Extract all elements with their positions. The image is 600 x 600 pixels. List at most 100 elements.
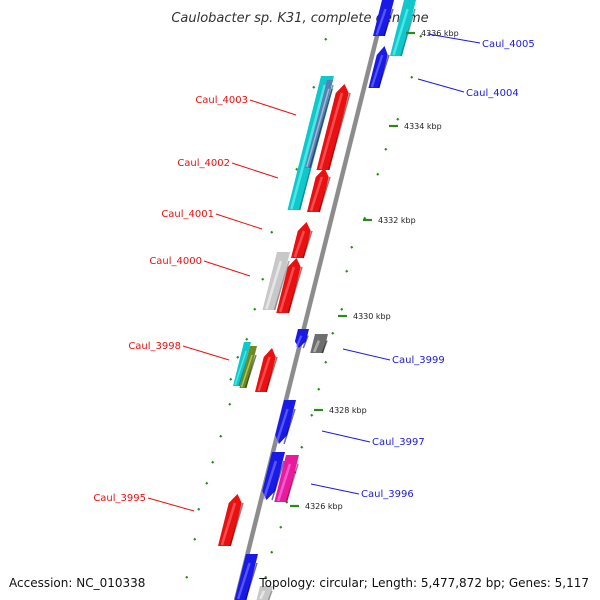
gene-caul-4004[interactable] bbox=[368, 46, 390, 89]
tick-dot bbox=[270, 550, 274, 554]
leader-line bbox=[417, 78, 465, 93]
callout-caul-4005[interactable]: Caul_4005 bbox=[427, 33, 535, 50]
tick-dot bbox=[219, 434, 223, 438]
gene-caul-3996-b[interactable] bbox=[274, 455, 299, 503]
tick-dot bbox=[228, 402, 232, 406]
tick-dot bbox=[193, 537, 197, 541]
tick-dot bbox=[236, 355, 240, 359]
map-title: Caulobacter sp. K31, complete genome bbox=[171, 11, 428, 26]
gene-caul-4002[interactable] bbox=[307, 168, 331, 213]
tick-dot bbox=[376, 172, 380, 176]
gene-callouts: Caul_4005 Caul_4004 Caul_4003 Caul_4002 Caul… bbox=[93, 33, 535, 512]
kbp-ticks: 4336 kbp 4334 kbp 4332 kbp 4330 kbp 4328 kbp… bbox=[290, 29, 459, 511]
leader-line bbox=[342, 348, 391, 361]
callout-caul-4000[interactable]: Caul_4000 bbox=[149, 256, 251, 277]
tick-label: 4326 kbp bbox=[305, 502, 343, 511]
tick-dot bbox=[253, 307, 257, 311]
callout-caul-3997[interactable]: Caul_3997 bbox=[321, 430, 425, 448]
gene-caul-4000-a[interactable] bbox=[262, 252, 291, 311]
gene-caul-3998-b[interactable] bbox=[239, 346, 258, 389]
leader-line bbox=[203, 260, 251, 277]
gene-caul-4003-c[interactable] bbox=[316, 84, 351, 171]
tick-dot bbox=[396, 117, 400, 121]
gene-label: Caul_3996 bbox=[361, 489, 414, 500]
tick-dot bbox=[410, 75, 414, 79]
tick-dot bbox=[324, 360, 328, 364]
callout-caul-3995[interactable]: Caul_3995 bbox=[93, 493, 195, 512]
tick-label: 4330 kbp bbox=[353, 312, 391, 321]
gene-caul-3998-c[interactable] bbox=[255, 348, 278, 393]
gene-caul-4001[interactable] bbox=[291, 222, 313, 259]
gene-features bbox=[218, 0, 416, 600]
tick-label: 4332 kbp bbox=[378, 216, 416, 225]
gene-label: Caul_4002 bbox=[177, 158, 230, 169]
tick-dot bbox=[205, 481, 209, 485]
tick-dot bbox=[363, 216, 367, 220]
tick-dot bbox=[384, 147, 388, 151]
tick-dot bbox=[310, 413, 314, 417]
gene-caul-3999-a[interactable] bbox=[294, 329, 309, 349]
gene-bottom-blue-a[interactable] bbox=[234, 554, 259, 600]
tick-dot bbox=[185, 575, 189, 579]
tick-dot bbox=[245, 337, 249, 341]
gene-label: Caul_4004 bbox=[466, 88, 519, 99]
leader-line bbox=[310, 483, 360, 495]
backbone-line bbox=[233, 0, 389, 600]
gene-caul-3997[interactable] bbox=[275, 400, 296, 445]
genome-summary-text: Topology: circular; Length: 5,477,872 bp… bbox=[259, 576, 589, 590]
tick-label: 4336 kbp bbox=[421, 29, 459, 38]
tick-label: 4328 kbp bbox=[329, 406, 367, 415]
gene-label: Caul_4003 bbox=[195, 95, 248, 106]
gene-caul-3996-a[interactable] bbox=[262, 452, 285, 501]
tick-dot bbox=[300, 445, 304, 449]
gene-label: Caul_3998 bbox=[128, 341, 181, 352]
tick-label: 4334 kbp bbox=[404, 122, 442, 131]
tick-dot bbox=[261, 277, 265, 281]
callout-caul-4004[interactable]: Caul_4004 bbox=[417, 78, 519, 99]
tick-dot bbox=[270, 230, 274, 234]
gene-label: Caul_4001 bbox=[161, 209, 214, 220]
tick-dot bbox=[345, 269, 349, 273]
leader-line bbox=[182, 345, 230, 361]
tick-dot bbox=[229, 377, 233, 381]
leader-line bbox=[321, 430, 371, 443]
leader-line bbox=[147, 497, 195, 512]
gene-caul-3999-b[interactable] bbox=[310, 334, 328, 354]
tick-dot bbox=[264, 575, 268, 579]
tick-dot bbox=[317, 387, 321, 391]
leader-line bbox=[215, 213, 263, 230]
gene-label: Caul_4000 bbox=[149, 256, 202, 267]
gene-caul-4005-b[interactable] bbox=[390, 0, 416, 57]
callout-caul-4003[interactable]: Caul_4003 bbox=[195, 95, 297, 116]
gene-label: Caul_3999 bbox=[392, 355, 445, 366]
tick-dot bbox=[279, 525, 283, 529]
gene-label: Caul_3995 bbox=[93, 493, 146, 504]
gene-caul-4003-b[interactable] bbox=[305, 80, 333, 169]
tick-dot bbox=[419, 34, 423, 38]
accession-text: Accession: NC_010338 bbox=[9, 576, 146, 590]
gene-caul-3995[interactable] bbox=[218, 494, 244, 547]
tick-dot bbox=[211, 460, 215, 464]
callout-caul-4001[interactable]: Caul_4001 bbox=[161, 209, 263, 230]
gene-label: Caul_4005 bbox=[482, 39, 535, 50]
callout-caul-3996[interactable]: Caul_3996 bbox=[310, 483, 414, 500]
tick-dot bbox=[324, 37, 328, 41]
tick-dot bbox=[312, 85, 316, 89]
gene-caul-4000-b[interactable] bbox=[276, 258, 303, 314]
leader-line bbox=[249, 99, 297, 116]
tick-dot bbox=[295, 167, 299, 171]
tick-dot bbox=[331, 331, 335, 335]
leader-line bbox=[231, 162, 279, 179]
leader-line bbox=[427, 33, 481, 44]
tick-dot bbox=[350, 245, 354, 249]
tick-dots bbox=[185, 34, 423, 579]
callout-caul-3998[interactable]: Caul_3998 bbox=[128, 341, 230, 361]
tick-dot bbox=[197, 507, 201, 511]
callout-caul-3999[interactable]: Caul_3999 bbox=[342, 348, 445, 366]
callout-caul-4002[interactable]: Caul_4002 bbox=[177, 158, 279, 179]
gene-caul-4005-a[interactable] bbox=[373, 0, 394, 37]
gene-label: Caul_3997 bbox=[372, 437, 425, 448]
gene-bottom-blue-b[interactable] bbox=[256, 586, 274, 600]
tick-dot bbox=[340, 307, 344, 311]
